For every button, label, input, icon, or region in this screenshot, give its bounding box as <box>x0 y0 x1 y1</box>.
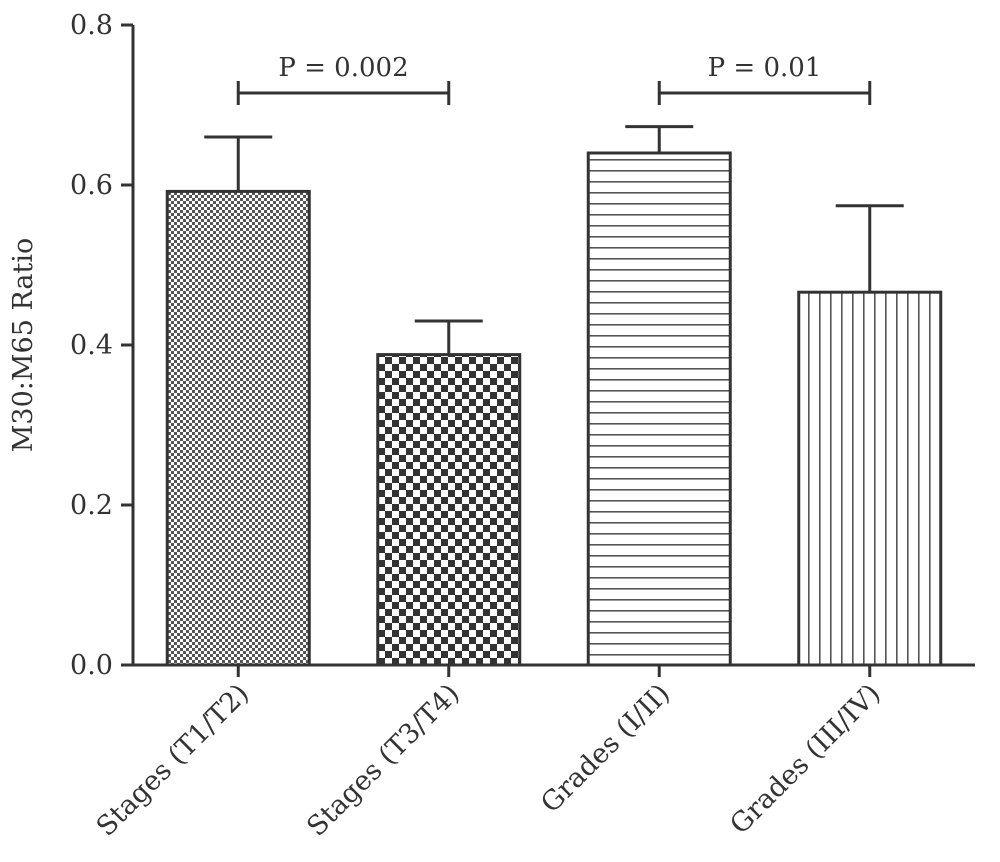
y-tick-label: 0.6 <box>70 170 113 201</box>
x-tick-label: Stages (T3/T4) <box>301 678 466 843</box>
significance-brackets: P = 0.002 P = 0.01 <box>236 53 872 105</box>
bar-4 <box>797 290 943 667</box>
x-tick-label: Stages (T1/T2) <box>91 678 256 843</box>
error-bars <box>204 125 904 355</box>
y-ticks: 0.0 0.2 0.4 0.6 0.8 <box>70 10 133 681</box>
x-tick-label: Grades (I/II) <box>535 678 676 819</box>
y-axis-title: M30:M65 Ratio <box>8 238 39 452</box>
bar-2 <box>376 353 522 667</box>
bars <box>165 151 943 667</box>
p-value-label: P = 0.002 <box>278 53 408 83</box>
y-tick-label: 0.4 <box>70 330 113 361</box>
y-tick-label: 0.0 <box>70 650 113 681</box>
y-tick-label: 0.8 <box>70 10 113 41</box>
y-tick-label: 0.2 <box>70 490 113 521</box>
bar-3 <box>586 151 732 667</box>
x-tick-label: Grades (III/IV) <box>724 678 886 840</box>
bar-1 <box>165 189 311 667</box>
x-ticks: Stages (T1/T2) Stages (T3/T4) Grades (I/II… <box>91 665 887 843</box>
p-value-label: P = 0.01 <box>708 53 822 83</box>
